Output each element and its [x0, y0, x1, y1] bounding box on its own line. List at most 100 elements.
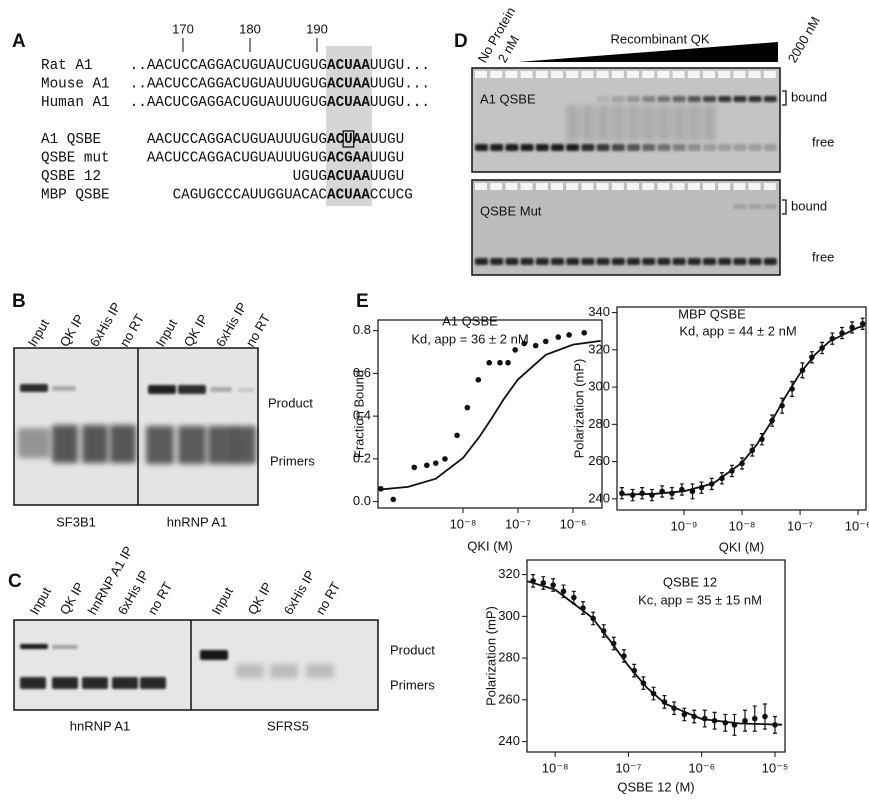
gel-well: [535, 71, 548, 78]
data-point: [512, 347, 518, 353]
sequence: UUGU: [370, 150, 404, 166]
gel-band: [627, 105, 640, 141]
data-point: [560, 588, 567, 595]
x-tick-label: 10⁻⁷: [787, 518, 813, 533]
gel-band: [581, 105, 595, 141]
position-label: 180: [239, 21, 261, 36]
sequence: UGUG: [293, 169, 327, 185]
gradient-wedge: [518, 42, 778, 62]
gel-band: [657, 144, 671, 151]
gel-well: [490, 71, 503, 78]
gel-band: [20, 384, 48, 392]
band-label: Product: [390, 642, 435, 657]
x-tick-label: 10⁻⁸: [729, 518, 756, 533]
data-point: [566, 332, 572, 338]
gel-band: [200, 650, 228, 660]
x-tick-label: 10⁻⁶: [560, 516, 587, 531]
sequence: CCUCG: [370, 187, 413, 203]
gel-well: [581, 71, 594, 78]
y-tick-label: 280: [588, 416, 610, 431]
gel-band: [611, 96, 625, 102]
gel-band: [748, 204, 762, 209]
gel-band: [687, 96, 701, 102]
y-tick-label: 0.8: [353, 322, 371, 337]
gel-band: [733, 144, 747, 151]
gel-band: [672, 144, 686, 151]
gel-well: [733, 71, 746, 78]
gel-frame: [471, 179, 781, 276]
gel-band: [52, 677, 78, 689]
sequence-name: QSBE 12: [41, 169, 101, 185]
gel-band: [490, 144, 504, 151]
gel-band: [627, 96, 640, 102]
gel-well: [475, 71, 487, 78]
data-point: [411, 464, 418, 471]
data-point: [505, 359, 511, 366]
gel-band: [733, 204, 747, 209]
data-point: [486, 359, 493, 366]
gel-band: [703, 258, 716, 265]
gel-band: [566, 144, 580, 151]
gel-band: [148, 385, 176, 394]
gel-well: [551, 71, 563, 78]
data-point: [581, 330, 588, 336]
gel-well: [748, 71, 761, 78]
sequence: CAGUGCCCAUUGGUACAC: [173, 187, 327, 203]
gel-band: [238, 388, 254, 392]
band-label: Primers: [390, 677, 435, 692]
y-tick-label: 260: [588, 453, 610, 468]
gel-band: [112, 677, 138, 689]
gel-band: [703, 144, 716, 151]
motif: U: [344, 132, 353, 148]
band-label: Primers: [270, 453, 315, 468]
sequence: ..AACUCCAGGACUGUAUCUGUG: [130, 58, 327, 74]
panel-label: C: [8, 571, 22, 592]
y-tick-label: 300: [498, 608, 520, 623]
data-point: [550, 582, 556, 588]
data-point: [571, 594, 577, 601]
gel-well: [566, 183, 579, 190]
data-point: [497, 359, 503, 366]
motif: ACUAA: [327, 169, 370, 185]
gel-band: [52, 425, 78, 463]
gel-band: [596, 96, 610, 102]
gel-name: QSBE Mut: [480, 203, 542, 218]
gel-band: [551, 258, 564, 265]
gel-band: [763, 96, 777, 102]
gel-frame: [13, 347, 259, 506]
gene-label: SFRS5: [267, 718, 309, 733]
data-point: [432, 460, 439, 466]
gel-band: [627, 258, 640, 265]
gel: [472, 68, 780, 172]
gel-band: [236, 664, 264, 678]
sequence: UUGU...: [370, 58, 430, 74]
gel-band: [475, 144, 488, 151]
data-point: [442, 456, 448, 462]
y-tick-label: 320: [588, 341, 610, 356]
y-tick-label: 0.2: [353, 450, 371, 465]
gel-band: [657, 258, 671, 265]
panel-label: E: [356, 291, 369, 312]
sequence-name: QSBE mut: [41, 150, 110, 166]
plot-frame: [616, 306, 867, 511]
x-axis-label: QKI (M): [467, 538, 513, 553]
y-axis-label: Fraction Bound: [351, 370, 366, 458]
gel-band: [763, 204, 777, 209]
gel-band: [763, 258, 777, 265]
gel-frame: [13, 619, 379, 711]
gel-well: [551, 183, 563, 190]
motif-box: [342, 130, 355, 148]
gel-band: [505, 258, 519, 265]
gel-band: [551, 144, 564, 151]
y-tick-label: 340: [588, 304, 610, 319]
gel-well: [505, 71, 518, 78]
gel-band: [596, 105, 610, 141]
gene-label: SF3B1: [56, 514, 96, 529]
gel-band: [475, 258, 488, 265]
gel-band: [657, 105, 671, 141]
gel-well: [763, 183, 776, 190]
gel-well: [566, 71, 579, 78]
gel-band: [627, 144, 640, 151]
plot-frame: [377, 319, 603, 509]
